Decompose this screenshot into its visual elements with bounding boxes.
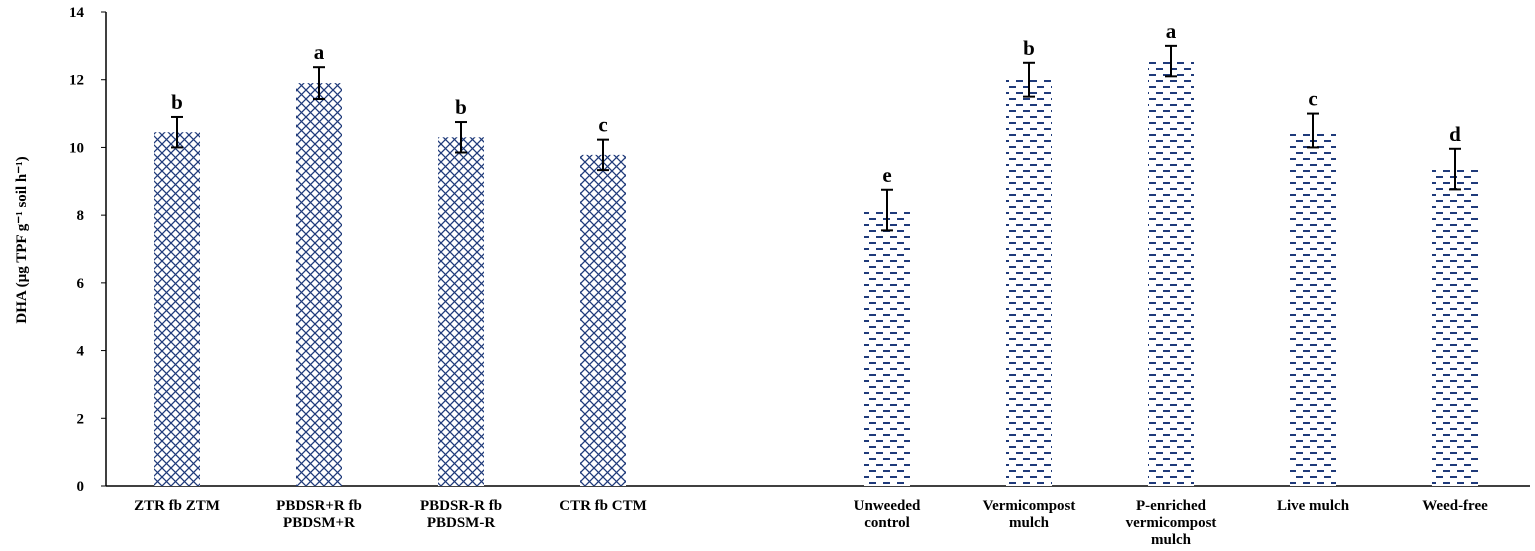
x-tick-label-line: PBDSR+R fb [276, 498, 362, 514]
annotation: b [1023, 36, 1035, 60]
y-tick-label: 2 [77, 411, 85, 427]
annotation: c [598, 113, 607, 137]
bar [1006, 79, 1052, 486]
x-tick-label-line: mulch [1009, 515, 1050, 531]
x-tick-label: Weed-free [1422, 498, 1488, 514]
x-tick-label-line: vermicompost [1126, 515, 1217, 531]
x-tick-label-line: Unweeded [854, 498, 921, 514]
annotation: a [1166, 19, 1177, 43]
x-tick-label: Vermicompost mulch [983, 498, 1076, 531]
bar [438, 137, 484, 486]
error-bar [597, 138, 609, 172]
x-tick-label-line: CTR fb CTM [559, 498, 647, 514]
x-tick-label: ZTR fb ZTM [134, 498, 220, 514]
x-tick-label: P-enriched vermicompost mulch [1126, 498, 1217, 548]
x-tick-label-line: PBDSM-R [427, 515, 495, 531]
bar [296, 83, 342, 486]
error-bar [313, 66, 325, 101]
y-tick-label: 14 [69, 5, 85, 21]
bar [1290, 130, 1336, 486]
x-tick-label: Live mulch [1277, 498, 1350, 514]
bar [154, 132, 200, 486]
annotation: c [1308, 87, 1317, 111]
x-tick-label-line: Vermicompost [983, 498, 1076, 514]
error-bar [1449, 147, 1461, 191]
bar [580, 154, 626, 486]
annotation: b [455, 95, 467, 119]
error-bar [1165, 44, 1177, 78]
error-bar [455, 121, 467, 154]
error-bar [171, 115, 183, 149]
y-tick-label: 10 [69, 140, 84, 156]
error-bar [1307, 112, 1319, 149]
y-tick-label: 4 [77, 344, 85, 360]
bar [1432, 169, 1478, 486]
x-tick-label-line: Live mulch [1277, 498, 1350, 514]
x-tick-label-line: PBDSR-R fb [420, 498, 502, 514]
x-tick-label-line: P-enriched [1136, 498, 1207, 514]
x-tick-label-line: control [864, 515, 910, 531]
annotation: e [882, 163, 891, 187]
x-tick-label: PBDSR-R fb PBDSM-R [420, 498, 502, 531]
y-tick-label: 0 [77, 479, 85, 495]
x-tick-label-line: mulch [1151, 532, 1192, 548]
x-tick-label: Unweeded control [854, 498, 921, 531]
error-bar [1023, 61, 1035, 98]
annotation: d [1449, 122, 1461, 146]
error-bar [881, 188, 893, 232]
y-axis-label: DHA (µg TPF g⁻¹ soil h⁻¹) [14, 156, 30, 323]
x-tick-label: CTR fb CTM [559, 498, 647, 514]
x-tick-label-line: PBDSM+R [283, 515, 355, 531]
x-tick-label: PBDSR+R fb PBDSM+R [276, 498, 362, 531]
x-tick-label-line: ZTR fb ZTM [134, 498, 220, 514]
y-tick-label: 8 [77, 208, 85, 224]
annotation: b [171, 90, 183, 114]
bar [1148, 61, 1194, 486]
x-tick-label-line: Weed-free [1422, 498, 1488, 514]
annotation: a [314, 40, 325, 64]
y-tick-label: 6 [77, 276, 85, 292]
bar [864, 210, 910, 487]
y-tick-label: 12 [69, 73, 84, 89]
